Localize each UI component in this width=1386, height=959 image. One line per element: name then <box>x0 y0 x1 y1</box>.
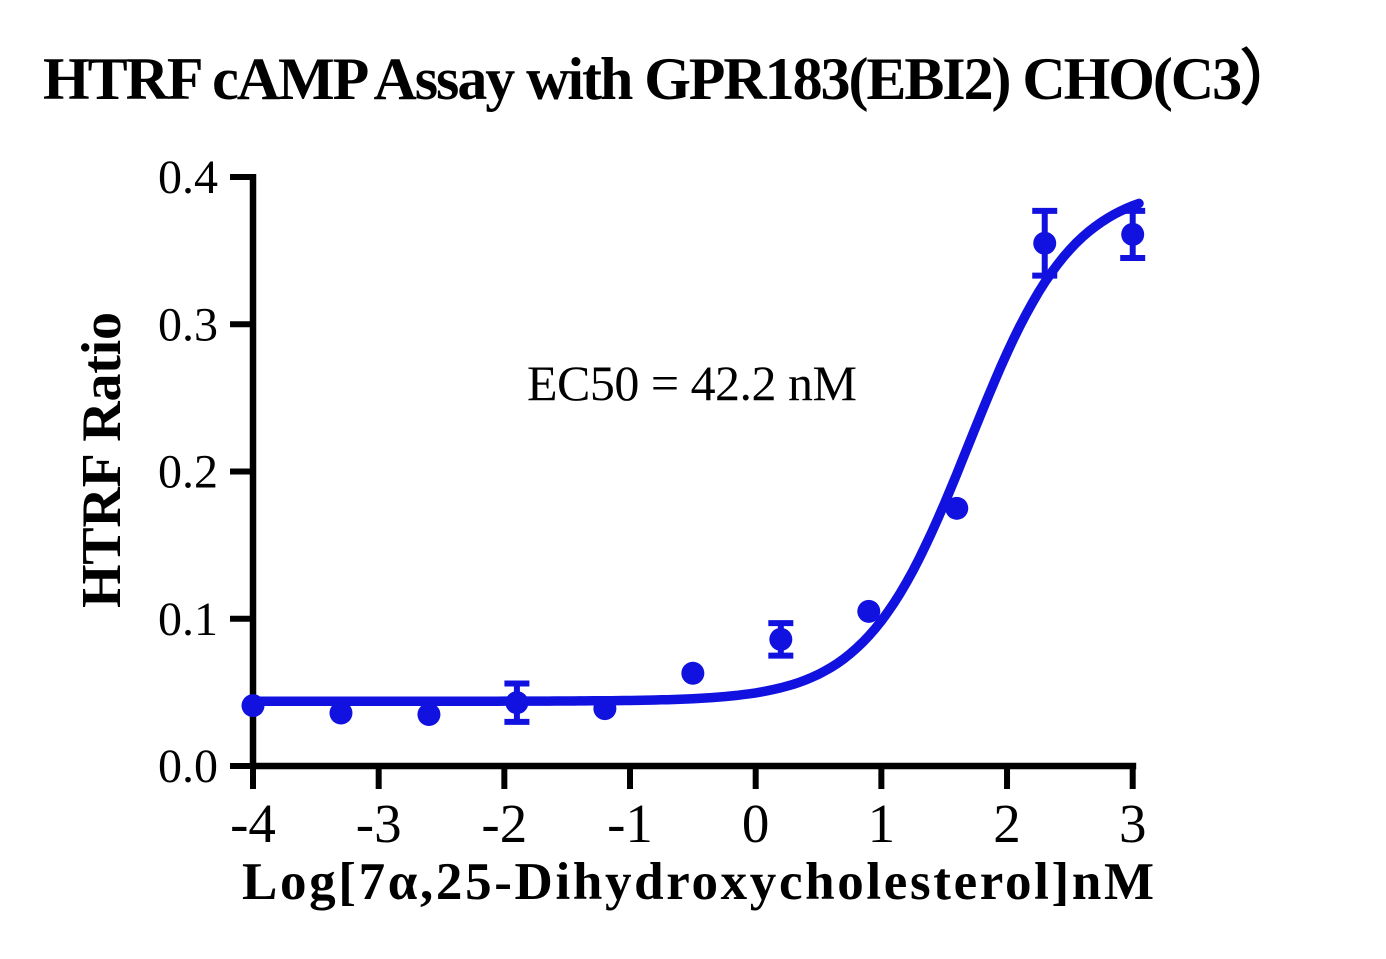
x-tick-label: 1 <box>868 793 896 854</box>
data-point <box>241 694 265 718</box>
ec50-annotation: EC50 = 42.2 nM <box>527 355 857 411</box>
fit-curve-group <box>248 198 1144 706</box>
data-point <box>417 702 441 726</box>
data-point <box>769 627 793 651</box>
chart-title: HTRF cAMP Assay with GPR183(EBI2) CHO(C3… <box>43 45 1300 112</box>
data-point <box>505 691 529 715</box>
y-tick-label: 0.0 <box>158 740 218 793</box>
y-axis-label: HTRF Ratio <box>71 312 133 608</box>
data-point <box>681 661 705 685</box>
x-tick-label: -4 <box>230 793 276 854</box>
x-tick-label: -2 <box>481 793 527 854</box>
data-point <box>945 496 969 520</box>
data-point <box>593 697 617 721</box>
error-bars-group <box>504 207 1146 725</box>
data-point <box>1033 231 1057 255</box>
x-tick-label: 0 <box>742 793 770 854</box>
x-tick-label: 2 <box>993 793 1021 854</box>
axes-group <box>230 174 1137 789</box>
data-point <box>329 701 353 725</box>
x-tick-label: -1 <box>607 793 653 854</box>
tick-labels-group: 0.0 0.1 0.2 0.3 0.4 -4 -3 -2 -1 0 1 2 3 <box>158 151 1146 854</box>
data-points-group <box>241 222 1145 726</box>
data-point <box>1121 222 1145 246</box>
y-tick-label: 0.1 <box>158 593 218 646</box>
y-tick-label: 0.4 <box>158 151 218 204</box>
fit-curve <box>248 198 1144 706</box>
x-axis-label: Log[7α,25-Dihydroxycholesterol]nM <box>242 853 1154 911</box>
y-tick-label: 0.3 <box>158 298 218 351</box>
x-tick-label: 3 <box>1119 793 1147 854</box>
y-tick-label: 0.2 <box>158 446 218 499</box>
x-tick-label: -3 <box>356 793 402 854</box>
data-point <box>857 599 881 623</box>
